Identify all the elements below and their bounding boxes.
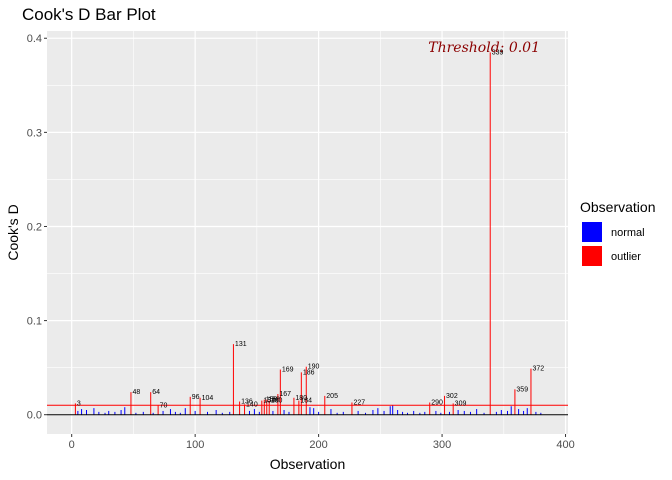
outlier-label: 64: [152, 389, 160, 396]
x-tick-label: 300: [433, 439, 451, 451]
outlier-label: 290: [431, 399, 443, 406]
legend-label-normal: normal: [611, 227, 645, 239]
outlier-label: 96: [192, 394, 200, 401]
legend-label-outlier: outlier: [611, 251, 641, 263]
x-tick-label: 200: [309, 439, 327, 451]
legend-key-outlier: [582, 246, 602, 266]
x-tick-label: 400: [556, 439, 574, 451]
outlier-label: 160: [271, 398, 283, 405]
y-tick-label: 0.3: [27, 127, 42, 139]
chart-title: Cook's D Bar Plot: [22, 5, 156, 24]
axis-ticks: 0 100 200 300 400 0.0 0.1 0.2 0.3 0.4: [27, 33, 575, 451]
outlier-label: 190: [308, 364, 320, 371]
outlier-label: 169: [282, 367, 294, 374]
outlier-label: 154: [263, 398, 275, 405]
outlier-label: 104: [202, 395, 214, 402]
outlier-label: 339: [492, 49, 504, 56]
outlier-label: 48: [132, 389, 140, 396]
x-tick-label: 0: [69, 439, 75, 451]
outlier-label: 131: [235, 341, 247, 348]
outlier-label: 302: [446, 393, 458, 400]
y-tick-label: 0.1: [27, 316, 42, 328]
outlier-label: 3: [77, 400, 81, 407]
plot-panel: [47, 31, 568, 434]
reference-lines: [47, 404, 568, 416]
outlier-label: 205: [326, 393, 338, 400]
outlier-label: 158: [268, 397, 280, 404]
outlier-label: 372: [532, 366, 544, 373]
outlier-label: 186: [303, 369, 315, 376]
outlier-label: 70: [160, 402, 168, 409]
legend-key-normal: [582, 222, 602, 242]
outlier-label: 136: [241, 399, 253, 406]
outlier-label: 227: [353, 399, 365, 406]
y-tick-label: 0.4: [27, 33, 42, 45]
outlier-label: 359: [516, 386, 528, 393]
y-tick-label: 0.0: [27, 410, 42, 422]
x-tick-label: 100: [186, 439, 204, 451]
legend: Observation normal outlier: [580, 199, 655, 266]
legend-title: Observation: [580, 199, 655, 215]
outlier-label: 167: [279, 391, 291, 398]
outlier-label: 180: [295, 395, 307, 402]
outlier-label: 184: [300, 398, 312, 405]
x-axis-title: Observation: [270, 456, 345, 472]
threshold-label: Threshold: 0.01: [428, 40, 540, 56]
outlier-label: 309: [455, 400, 467, 407]
y-tick-label: 0.2: [27, 221, 42, 233]
y-axis-title: Cook's D: [5, 204, 21, 260]
outlier-label: 140: [246, 401, 258, 408]
outlier-label: 156: [266, 397, 278, 404]
